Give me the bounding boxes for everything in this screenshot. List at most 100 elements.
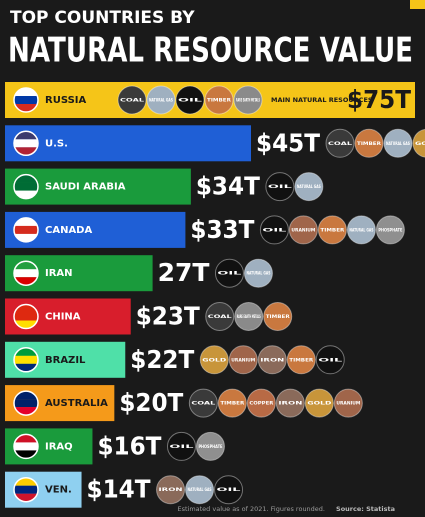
resource-icon xyxy=(263,302,293,331)
flag-stripe xyxy=(14,304,38,313)
flag-stripe xyxy=(14,174,38,183)
resource-label: OIL xyxy=(169,444,193,450)
resource-icon xyxy=(214,258,244,288)
category-label: CANADA xyxy=(45,225,92,236)
resource-icon xyxy=(214,475,244,505)
resource-icon xyxy=(205,302,235,331)
resource-label: URANIUM xyxy=(336,401,361,407)
resource-label: NATURAL GAS xyxy=(349,227,373,233)
source: Source: Statista xyxy=(336,505,395,513)
flag-stripe xyxy=(14,88,38,97)
resource-label: IRON xyxy=(159,487,183,493)
category-label: CHINA xyxy=(45,312,81,323)
flag-stripe xyxy=(14,493,38,502)
resource-label: OIL xyxy=(217,487,241,493)
resource-label: COAL xyxy=(208,314,232,320)
category-label: U.S. xyxy=(45,138,68,149)
flag-border xyxy=(13,476,39,503)
flag-stripe xyxy=(14,442,38,451)
resource-label: TIMBER xyxy=(357,141,382,147)
resource-label: NATURAL GAS xyxy=(149,98,173,104)
resource-icon xyxy=(166,431,196,461)
value-label: $34T xyxy=(196,172,260,201)
resource-label: COPPER xyxy=(249,401,274,407)
flag-stripe xyxy=(14,269,38,278)
flag-border xyxy=(13,433,39,460)
resource-icon xyxy=(204,85,234,115)
resource-icon xyxy=(333,388,363,418)
resource-label: COAL xyxy=(191,401,215,407)
resource-icon xyxy=(412,128,425,158)
flag-stripe xyxy=(14,131,38,140)
resource-label: PHOSPHATE xyxy=(198,444,222,450)
value-label: $23T xyxy=(136,302,200,331)
flag-border xyxy=(13,303,39,330)
resource-icon xyxy=(243,258,273,288)
resource-label: OIL xyxy=(268,184,292,190)
value-label: $75T xyxy=(347,85,411,114)
flag-stripe xyxy=(14,139,38,148)
resource-label: IRON xyxy=(278,401,302,407)
category-label: SAUDI ARABIA xyxy=(45,182,126,193)
flag-stripe xyxy=(14,190,38,199)
resource-label: OIL xyxy=(262,227,286,233)
value-label: $22T xyxy=(130,345,194,374)
resource-icon xyxy=(246,388,276,418)
resource-icon xyxy=(317,215,347,245)
flag-stripe xyxy=(14,277,38,286)
resource-label: OIL xyxy=(217,271,241,277)
flag-border xyxy=(13,217,39,243)
flag-stripe xyxy=(14,347,38,356)
resource-label: COAL xyxy=(328,141,352,147)
category-label: AUSTRALIA xyxy=(45,398,108,409)
footnote: Estimated value as of 2021. Figures roun… xyxy=(177,505,325,513)
flag-stripe xyxy=(14,434,38,443)
flag-stripe xyxy=(14,104,38,112)
flag-border xyxy=(13,390,39,416)
category-label: BRAZIL xyxy=(45,355,86,366)
resource-label: TIMBER xyxy=(220,401,245,407)
resource-label: TIMBER xyxy=(207,98,232,104)
logo xyxy=(410,0,425,9)
value-label: $45T xyxy=(256,128,320,157)
flag-stripe xyxy=(14,261,38,270)
resource-icon xyxy=(228,345,258,375)
resource-icon xyxy=(233,85,263,115)
flag-border xyxy=(13,87,39,113)
flag-stripe xyxy=(14,217,38,226)
chart-kicker: TOP COUNTRIES BY xyxy=(10,8,195,28)
flag-stripe xyxy=(14,355,38,364)
flag-stripe xyxy=(14,312,38,321)
flag-border xyxy=(13,130,39,157)
resource-icon xyxy=(294,172,324,202)
resource-label: NATURAL GAS xyxy=(386,141,410,147)
resource-label: URANIUM xyxy=(291,227,316,233)
flag-stripe xyxy=(14,147,38,156)
resource-icon xyxy=(234,302,264,331)
value-label: 27T xyxy=(158,258,210,287)
bar xyxy=(5,125,251,162)
resource-label: GOLD xyxy=(415,141,425,147)
resource-icon xyxy=(188,388,218,418)
resource-icon xyxy=(156,475,186,505)
flag-stripe xyxy=(14,477,38,486)
resource-icon xyxy=(195,431,225,461)
resource-icon xyxy=(257,345,287,375)
resource-icon xyxy=(354,128,384,158)
flag-stripe xyxy=(14,391,38,400)
value-label: $14T xyxy=(87,475,151,504)
resource-label: OIL xyxy=(178,98,202,104)
resource-label: GOLD xyxy=(202,357,226,363)
resource-label: GOLD xyxy=(307,401,331,407)
value-label: $20T xyxy=(119,388,183,417)
resource-icon xyxy=(146,85,176,115)
resource-label: TIMBER xyxy=(320,227,345,233)
resource-icon xyxy=(375,215,405,245)
resource-icon xyxy=(265,172,295,202)
resource-icon xyxy=(275,388,305,418)
category-label: IRAQ xyxy=(45,441,73,452)
flag-border xyxy=(13,260,39,286)
flag-border xyxy=(13,347,39,373)
resource-label: NATURAL GAS xyxy=(297,184,321,190)
